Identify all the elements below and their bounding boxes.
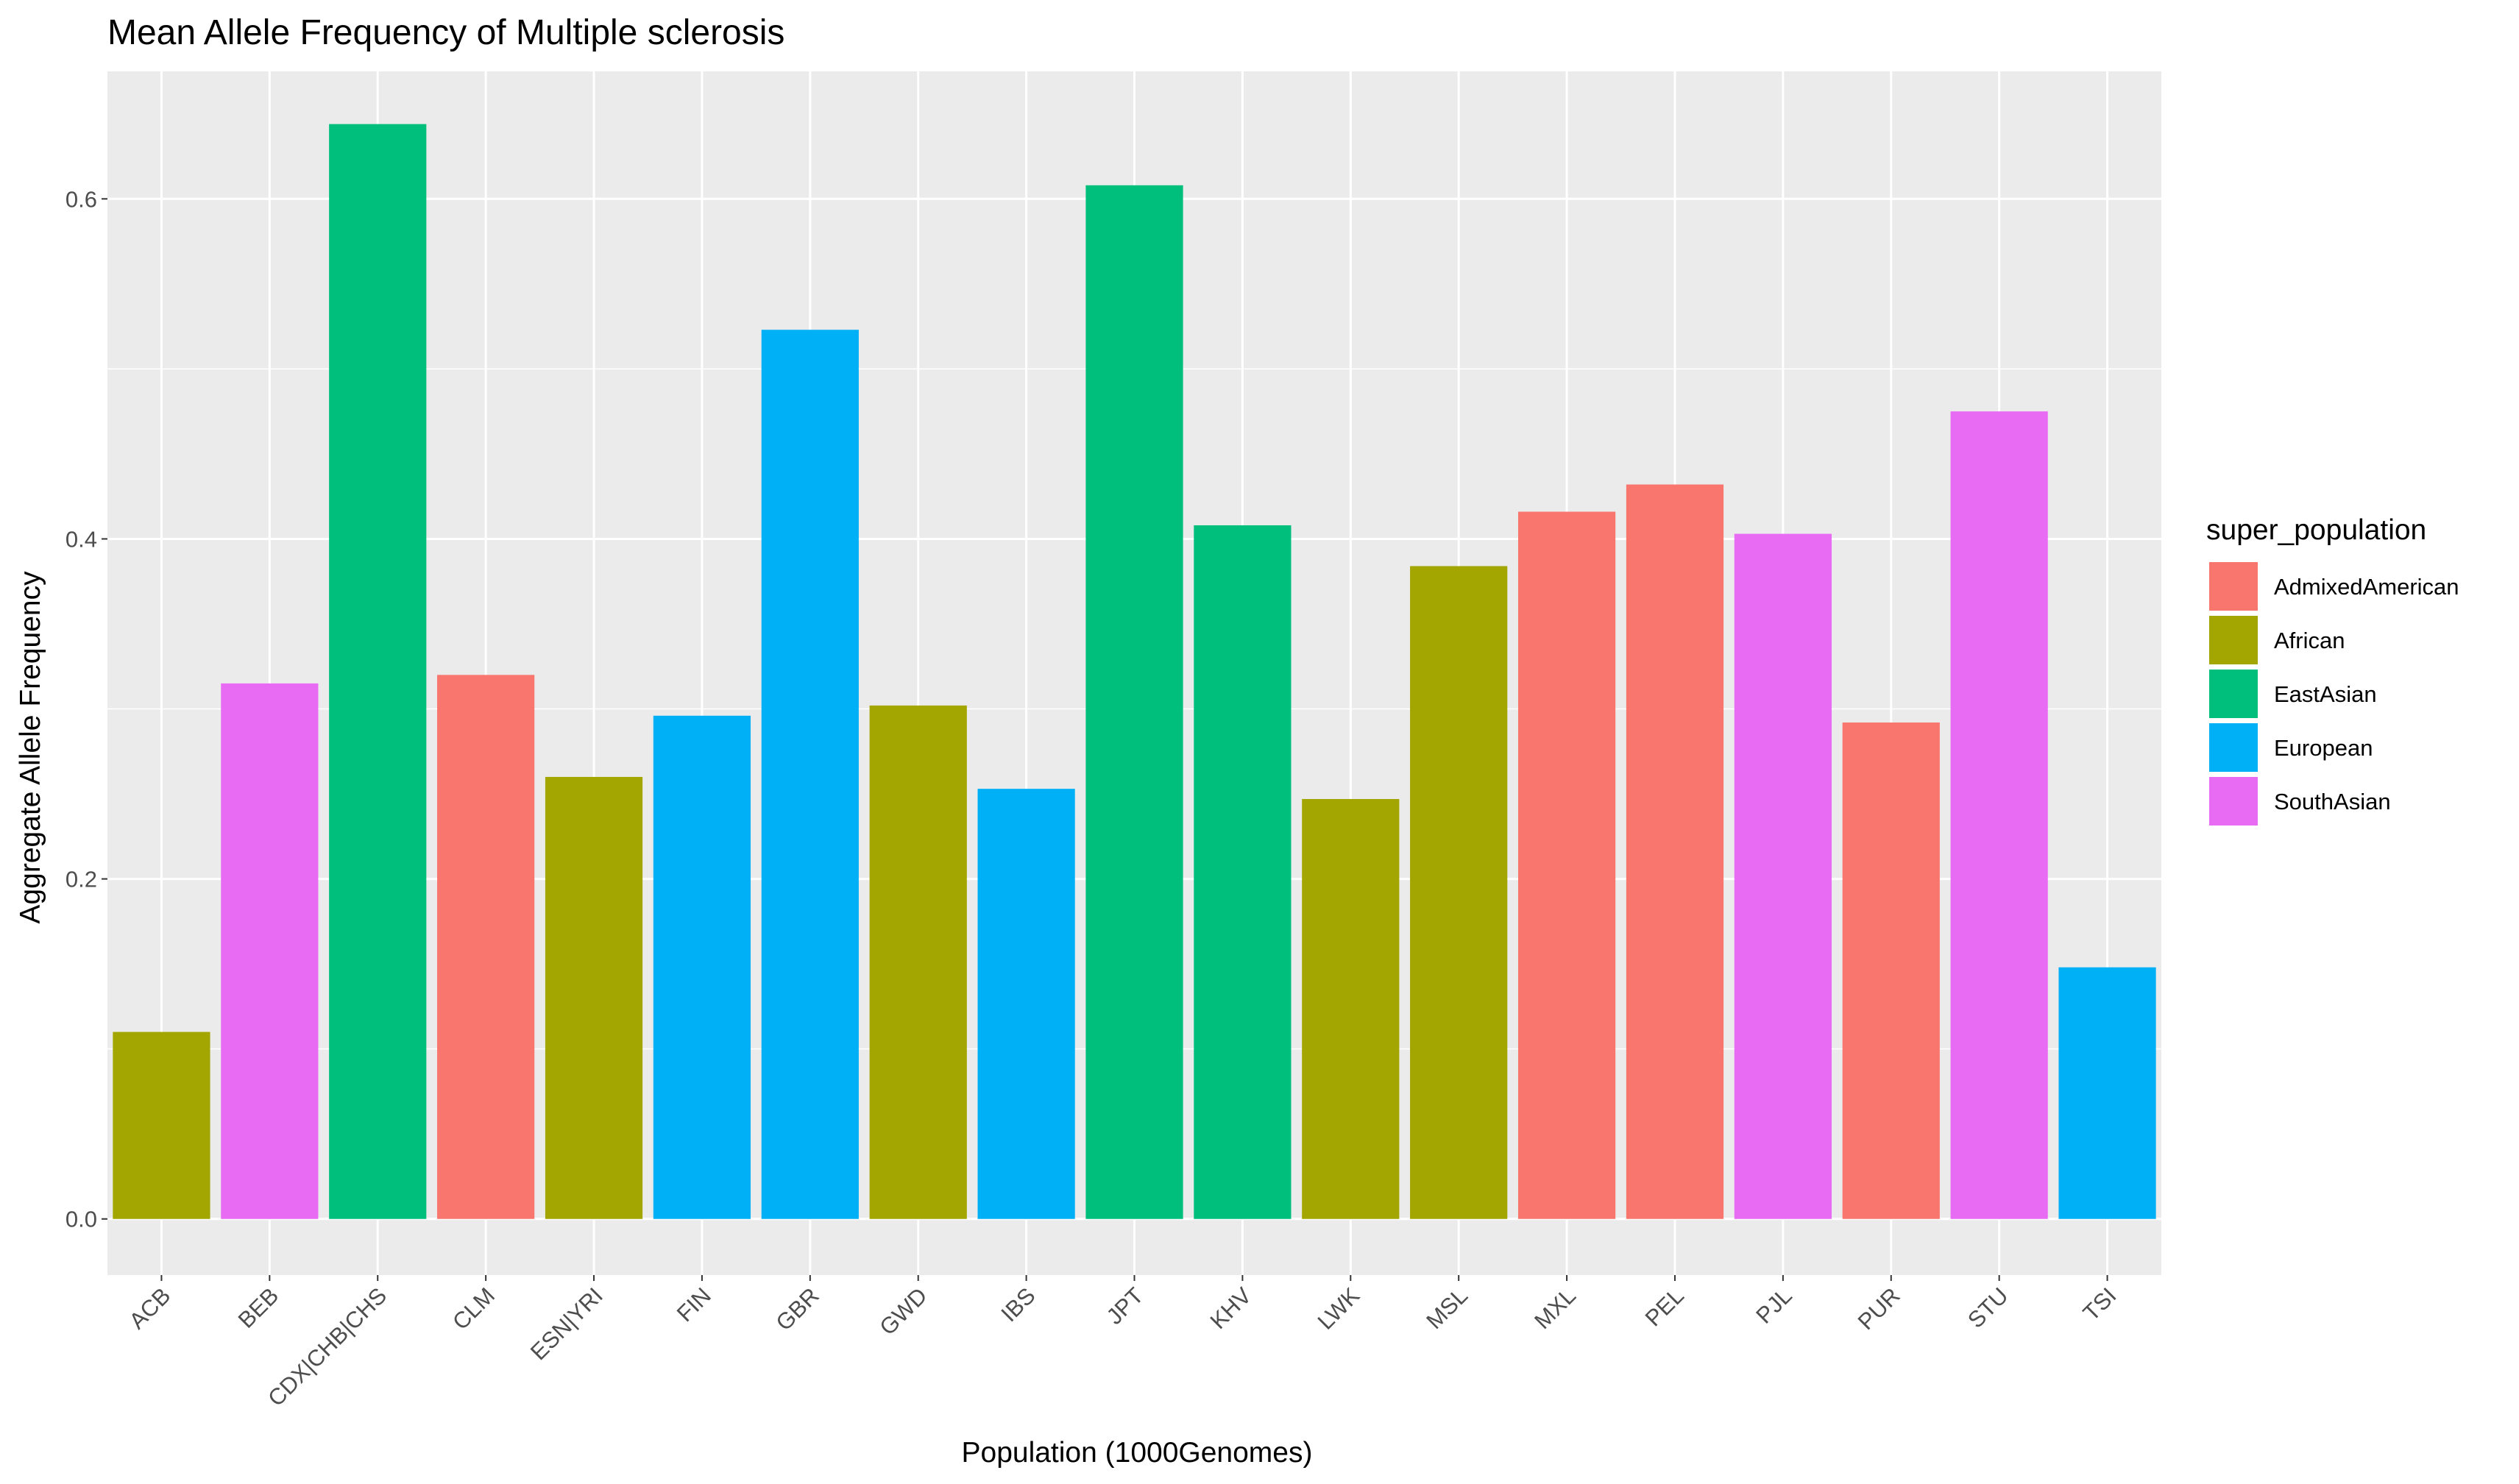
bar-gbr — [761, 330, 859, 1219]
bars — [113, 124, 2156, 1219]
bar-pel — [1626, 484, 1724, 1219]
legend-label: SouthAsian — [2274, 789, 2391, 814]
bar-cdx-chb-chs — [329, 124, 427, 1219]
bar-tsi — [2058, 967, 2156, 1219]
bar-beb — [221, 683, 319, 1219]
x-axis-title: Population (1000Genomes) — [962, 1437, 1313, 1469]
legend-label: EastAsian — [2274, 681, 2377, 707]
y-tick-label: 0.0 — [65, 1207, 97, 1232]
legend: super_population AdmixedAmerican African E… — [2206, 514, 2459, 826]
y-tick-label: 0.4 — [65, 526, 97, 552]
legend-key-admixedamerican — [2209, 562, 2258, 611]
bar-gwd — [869, 705, 967, 1219]
bar-msl — [1410, 566, 1508, 1219]
legend-key-southasian — [2209, 777, 2258, 826]
legend-label: European — [2274, 735, 2373, 761]
legend-key-eastasian — [2209, 670, 2258, 718]
bar-ibs — [977, 789, 1075, 1219]
y-axis: 0.0 0.2 0.4 0.6 — [65, 186, 107, 1232]
chart-title: Mean Allele Frequency of Multiple sclero… — [107, 13, 784, 52]
y-tick-label: 0.2 — [65, 867, 97, 892]
bar-esn-yri — [545, 776, 643, 1219]
legend-label: African — [2274, 628, 2345, 653]
bar-stu — [1950, 411, 2048, 1219]
bar-khv — [1194, 525, 1292, 1219]
y-tick-label: 0.6 — [65, 186, 97, 212]
y-axis-title: Aggregate Allele Frequency — [15, 571, 46, 924]
bar-clm — [437, 675, 535, 1219]
legend-items: AdmixedAmerican African EastAsian European S… — [2209, 562, 2459, 826]
bar-pur — [1842, 723, 1940, 1219]
bar-mxl — [1517, 511, 1616, 1219]
legend-key-african — [2209, 616, 2258, 664]
bar-jpt — [1085, 185, 1183, 1219]
bar-fin — [653, 715, 751, 1219]
legend-title: super_population — [2206, 514, 2426, 546]
bar-acb — [113, 1032, 210, 1219]
legend-label: AdmixedAmerican — [2274, 574, 2459, 600]
bar-pjl — [1734, 533, 1832, 1219]
legend-key-european — [2209, 723, 2258, 772]
bar-lwk — [1302, 798, 1400, 1219]
